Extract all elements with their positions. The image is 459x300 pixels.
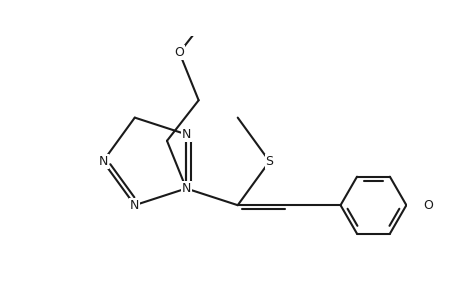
Text: S: S — [265, 155, 273, 168]
Text: O: O — [422, 199, 432, 212]
Text: N: N — [181, 128, 190, 141]
Text: O: O — [174, 46, 184, 59]
Text: N: N — [181, 182, 190, 195]
Text: N: N — [98, 155, 107, 168]
Text: N: N — [130, 199, 139, 212]
